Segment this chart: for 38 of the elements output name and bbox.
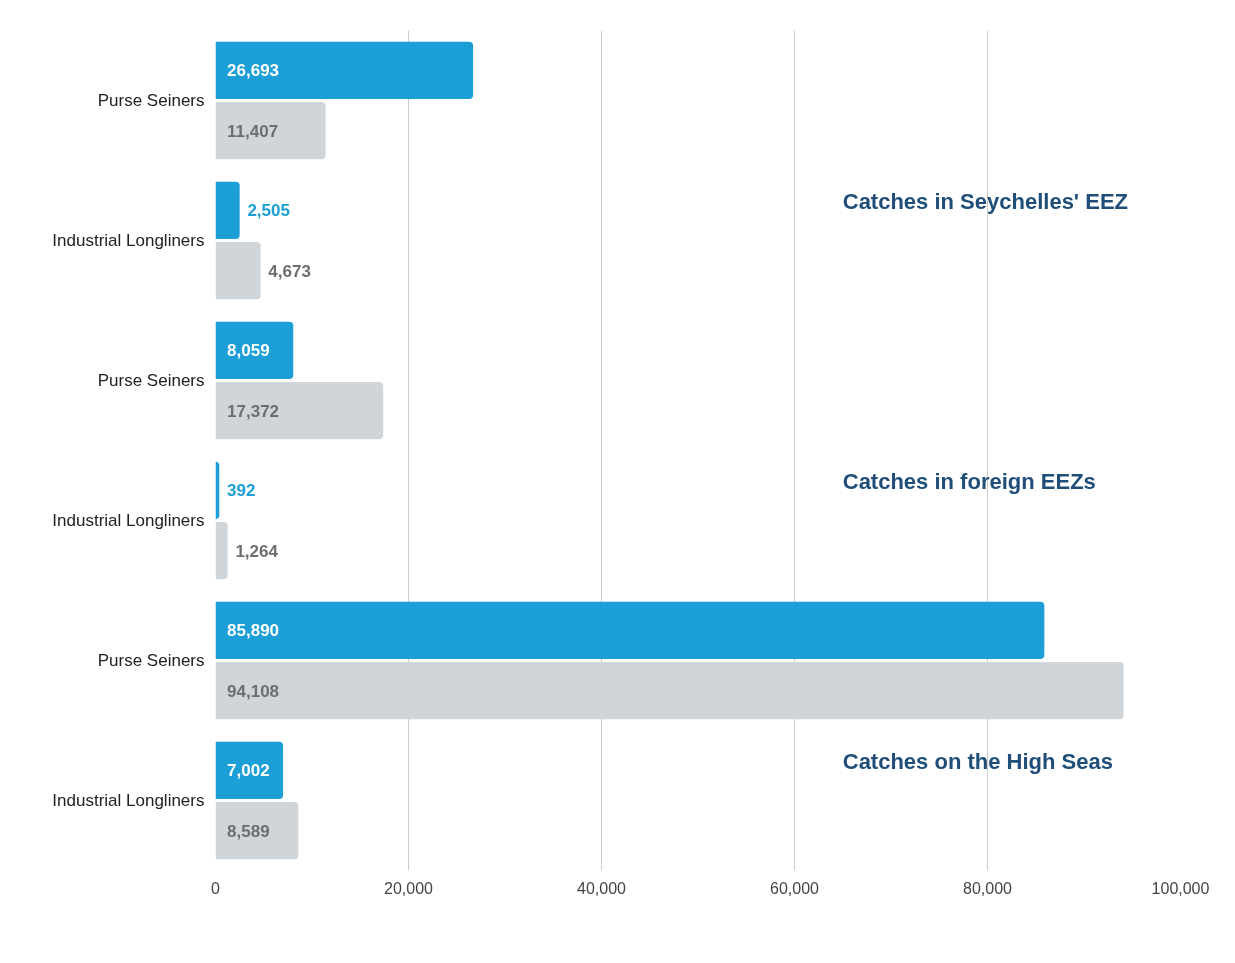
bar bbox=[215, 601, 1045, 659]
y-tick-label: Industrial Longliners bbox=[52, 791, 205, 810]
bar bbox=[215, 662, 1124, 720]
bar bbox=[215, 102, 326, 160]
y-tick-label: Purse Seiners bbox=[97, 651, 205, 670]
y-tick-label: Purse Seiners bbox=[97, 91, 205, 110]
data-label: 85,890 bbox=[227, 621, 280, 641]
bar bbox=[215, 321, 294, 379]
x-tick-label: 20,000 bbox=[384, 879, 434, 897]
bar bbox=[215, 181, 240, 239]
data-label: 8,589 bbox=[227, 821, 270, 841]
data-label: 7,002 bbox=[227, 761, 270, 781]
data-label: 1,264 bbox=[235, 541, 279, 561]
annotation: Catches in Seychelles' EEZ bbox=[842, 188, 1128, 214]
x-tick-label: 80,000 bbox=[963, 879, 1013, 897]
x-tick-label: 0 bbox=[211, 879, 221, 897]
y-tick-label: Industrial Longliners bbox=[52, 231, 205, 250]
data-label: 2,505 bbox=[247, 201, 290, 221]
data-label: 11,407 bbox=[227, 121, 279, 141]
y-tick-label: Industrial Longliners bbox=[52, 511, 205, 530]
x-tick-label: 40,000 bbox=[577, 879, 627, 897]
data-label: 17,372 bbox=[227, 401, 280, 421]
data-label: 26,693 bbox=[227, 61, 280, 81]
bar bbox=[215, 382, 384, 440]
bar bbox=[215, 741, 284, 799]
annotation: Catches on the High Seas bbox=[842, 748, 1113, 774]
x-tick-label: 100,000 bbox=[1151, 879, 1210, 897]
data-label: 8,059 bbox=[227, 341, 270, 361]
data-label: 4,673 bbox=[268, 261, 311, 281]
bar bbox=[215, 522, 228, 580]
bar bbox=[215, 802, 299, 860]
bar bbox=[215, 41, 474, 99]
data-label: 94,108 bbox=[227, 681, 280, 701]
bar bbox=[215, 242, 261, 300]
y-tick-label: Purse Seiners bbox=[97, 371, 205, 390]
data-label: 392 bbox=[227, 481, 256, 501]
annotation: Catches in foreign EEZs bbox=[842, 468, 1096, 494]
x-tick-label: 60,000 bbox=[770, 879, 820, 897]
